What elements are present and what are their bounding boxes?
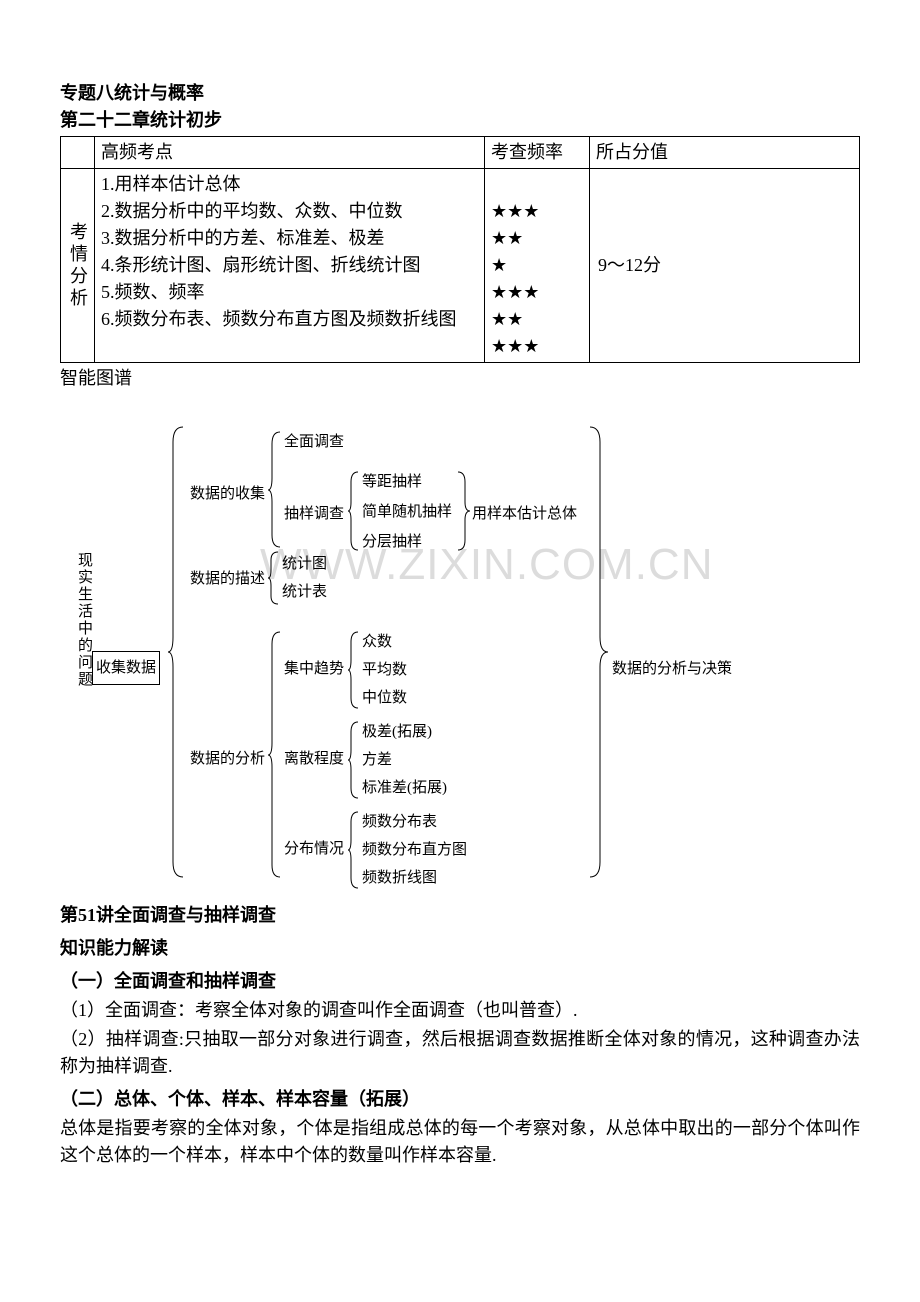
point-item: 1.用样本估计总体 — [101, 171, 478, 198]
point-item: 4.条形统计图、扇形统计图、折线统计图 — [101, 252, 478, 279]
leaf: 用样本估计总体 — [472, 502, 577, 526]
leaf: 统计图 — [282, 552, 327, 576]
brace-icon — [268, 552, 280, 604]
brace-icon — [458, 472, 470, 550]
lecture-heading: 第51讲全面调查与抽样调查 — [60, 902, 860, 929]
leaf: 统计表 — [282, 580, 327, 604]
title-chapter: 第二十二章统计初步 — [60, 107, 860, 134]
freq-item: ★★★ — [491, 279, 583, 306]
freq-item: ★★★ — [491, 198, 583, 225]
leaf: 全面调查 — [284, 430, 344, 454]
freq-item: ★★★ — [491, 333, 583, 360]
freq-item: ★★ — [491, 306, 583, 333]
brace-icon — [348, 812, 360, 888]
brace-icon — [348, 632, 360, 708]
brace-icon — [590, 427, 610, 877]
leaf: 中位数 — [362, 686, 407, 710]
freq-item: ★★ — [491, 225, 583, 252]
leaf: 平均数 — [362, 658, 407, 682]
paragraph: （1）全面调查：考察全体对象的调查叫作全面调查（也叫普查）. — [60, 997, 860, 1024]
leaf: 抽样调查 — [284, 502, 344, 526]
leaf: 分布情况 — [284, 837, 344, 861]
brace-icon — [348, 722, 360, 798]
brace-icon — [268, 632, 282, 877]
leaf: 集中趋势 — [284, 657, 344, 681]
col-header-points: 高频考点 — [95, 137, 485, 169]
title-topic: 专题八统计与概率 — [60, 80, 860, 107]
paragraph: （2）抽样调查:只抽取一部分对象进行调查，然后根据调查数据推断全体对象的情况，这… — [60, 1026, 860, 1080]
leaf: 简单随机抽样 — [362, 500, 452, 524]
brace-icon — [168, 427, 188, 877]
leaf: 等距抽样 — [362, 470, 422, 494]
leaf: 众数 — [362, 630, 392, 654]
point-item: 6.频数分布表、频数分布直方图及频数折线图 — [101, 306, 478, 333]
leaf: 频数分布直方图 — [362, 838, 467, 862]
collect-box: 收集数据 — [92, 651, 160, 685]
branch-collect: 数据的收集 — [190, 482, 265, 506]
brace-icon — [268, 432, 282, 547]
branch-analyze: 数据的分析 — [190, 747, 265, 771]
leaf: 标准差(拓展) — [362, 776, 447, 800]
points-cell: 1.用样本估计总体 2.数据分析中的平均数、众数、中位数 3.数据分析中的方差、… — [95, 169, 485, 363]
leaf: 频数分布表 — [362, 810, 437, 834]
leaf: 方差 — [362, 748, 392, 772]
section-1-heading: （一）全面调查和抽样调查 — [60, 968, 860, 995]
freq-cell: ★★★ ★★ ★ ★★★ ★★ ★★★ — [485, 169, 590, 363]
side-label: 考情分析 — [61, 169, 95, 363]
paragraph: 总体是指要考察的全体对象，个体是指组成总体的每一个考察对象，从总体中取出的一部分… — [60, 1115, 860, 1169]
diagram-label: 智能图谱 — [60, 365, 860, 392]
leaf: 极差(拓展) — [362, 720, 432, 744]
branch-describe: 数据的描述 — [190, 567, 265, 591]
watermark-text: WWW.ZIXIN.COM.CN — [260, 532, 714, 598]
knowledge-diagram: WWW.ZIXIN.COM.CN 现实生活中的问题 收集数据 数据的收集 全面调… — [60, 412, 860, 892]
brace-icon — [348, 472, 360, 550]
score-cell: 9～12分 — [590, 169, 860, 363]
subheading: 知识能力解读 — [60, 935, 860, 962]
right-label: 数据的分析与决策 — [612, 657, 732, 681]
freq-item: ★ — [491, 252, 583, 279]
leaf: 分层抽样 — [362, 530, 422, 554]
point-item: 2.数据分析中的平均数、众数、中位数 — [101, 198, 478, 225]
col-header-score: 所占分值 — [590, 137, 860, 169]
exam-points-table: 高频考点 考查频率 所占分值 考情分析 1.用样本估计总体 2.数据分析中的平均… — [60, 136, 860, 363]
leaf: 频数折线图 — [362, 866, 437, 890]
section-2-heading: （二）总体、个体、样本、样本容量（拓展） — [60, 1086, 860, 1113]
col-header-freq: 考查频率 — [485, 137, 590, 169]
leaf: 离散程度 — [284, 747, 344, 771]
point-item: 3.数据分析中的方差、标准差、极差 — [101, 225, 478, 252]
point-item: 5.频数、频率 — [101, 279, 478, 306]
